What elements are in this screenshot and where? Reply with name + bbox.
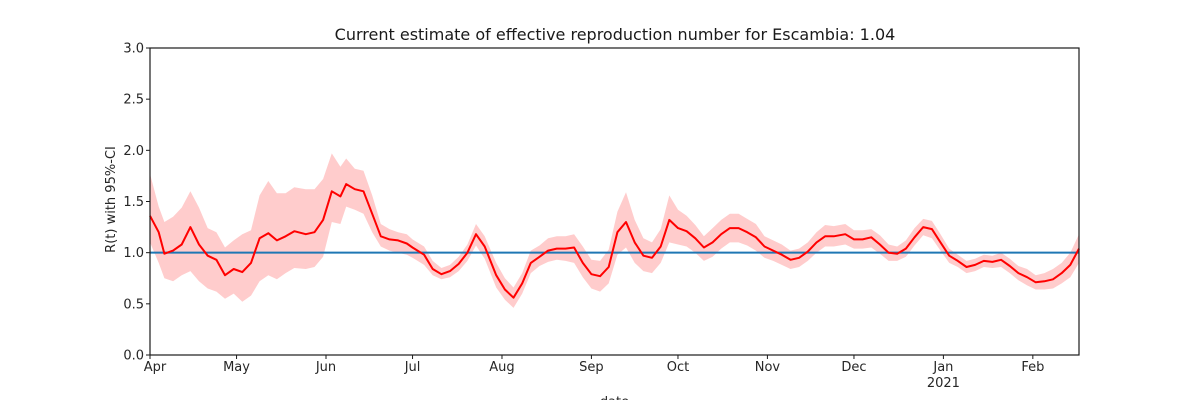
y-tick-label: 2.5	[123, 93, 144, 108]
x-axis-label: date	[600, 395, 629, 400]
x-tick-label: Jan	[932, 360, 953, 375]
y-tick-label: 3.0	[123, 42, 144, 57]
x-tick-label: Sep	[579, 360, 604, 375]
x-tick-label: Jul	[404, 360, 421, 375]
chart-title: Current estimate of effective reproducti…	[335, 25, 896, 44]
plot-area	[149, 153, 1080, 308]
y-tick-label: 0.0	[123, 349, 144, 364]
x-tick-label: Apr	[144, 360, 167, 375]
x-tick-label: Dec	[841, 360, 866, 375]
x-tick-label: Jun	[315, 360, 336, 375]
rt-estimate-line	[149, 183, 1080, 299]
x-tick-label: Feb	[1021, 360, 1044, 375]
y-tick-label: 0.5	[123, 297, 144, 312]
x-tick-label: Oct	[667, 360, 689, 375]
x-tick-label: May	[223, 360, 250, 375]
x-tick-label: Nov	[755, 360, 781, 375]
y-axis-label: R(t) with 95%-CI	[104, 146, 119, 253]
x-tick-year-label: 2021	[927, 376, 960, 391]
y-tick-label: 2.0	[123, 144, 144, 159]
x-tick-label: Aug	[489, 360, 514, 375]
confidence-band	[150, 153, 1079, 308]
y-tick-label: 1.0	[123, 246, 144, 261]
y-tick-label: 1.5	[123, 195, 144, 210]
y-axis: 0.0 0.5 1.0 1.5 2.0 2.5 3.0	[123, 42, 150, 364]
